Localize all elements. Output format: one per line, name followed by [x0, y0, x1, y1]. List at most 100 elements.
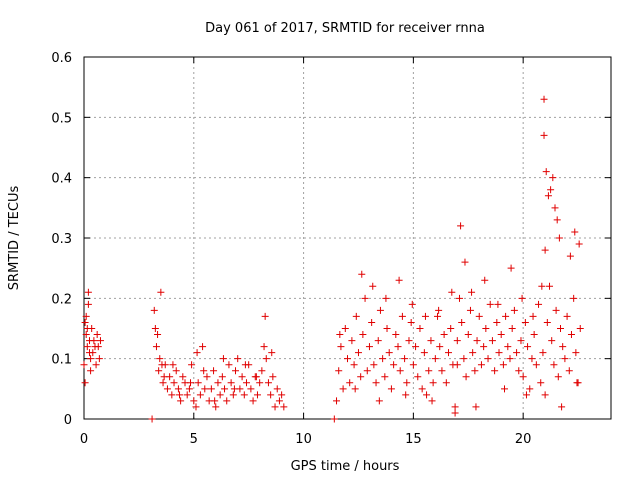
data-point [539, 349, 547, 357]
data-point [541, 391, 549, 399]
data-point [341, 325, 349, 332]
data-point [199, 343, 207, 351]
data-point [370, 361, 378, 369]
data-point [376, 306, 384, 314]
data-point [518, 294, 526, 302]
data-point [448, 288, 456, 296]
data-point [445, 349, 453, 357]
data-point [429, 379, 437, 387]
data-point [526, 385, 534, 393]
data-point [464, 331, 472, 339]
data-point [157, 288, 165, 296]
data-point [330, 415, 338, 423]
data-point [84, 288, 92, 296]
data-point [458, 318, 466, 326]
y-tick-label: 0.2 [51, 292, 72, 307]
data-point [572, 349, 580, 357]
data-point [482, 325, 490, 332]
data-point [170, 379, 178, 387]
data-point [363, 367, 371, 375]
data-point [460, 355, 468, 363]
data-point [530, 331, 538, 339]
data-point [571, 228, 579, 236]
data-point [150, 306, 158, 314]
data-point [258, 367, 266, 375]
data-point [179, 373, 187, 381]
y-tick-label: 0.4 [51, 172, 72, 187]
data-point [402, 391, 410, 399]
y-axis-title: SRMTID / TECUs [7, 186, 22, 291]
y-tick-label: 0.3 [51, 232, 72, 247]
data-point [461, 258, 469, 266]
data-point [472, 403, 480, 411]
data-point [475, 312, 483, 320]
data-point [532, 361, 540, 369]
data-point [200, 367, 208, 375]
data-point [540, 131, 548, 139]
data-point [210, 367, 218, 375]
data-point [87, 367, 95, 375]
data-point [453, 337, 461, 345]
data-point [357, 373, 365, 381]
data-point [369, 282, 377, 290]
data-point [477, 361, 485, 369]
data-point [379, 355, 387, 363]
data-point [83, 343, 91, 351]
data-point [185, 385, 193, 393]
data-point [544, 192, 552, 200]
data-point [176, 391, 184, 399]
data-point [554, 373, 562, 381]
data-point [207, 385, 215, 393]
data-point [401, 355, 409, 363]
data-point [519, 373, 527, 381]
data-point [354, 349, 362, 357]
data-point [425, 367, 433, 375]
data-point [333, 397, 341, 405]
data-point [280, 403, 288, 411]
data-point [409, 361, 417, 369]
data-point [346, 379, 354, 387]
data-point [90, 337, 98, 345]
data-point [240, 391, 248, 399]
data-point [565, 367, 573, 375]
data-point [339, 385, 347, 393]
data-point [211, 397, 219, 405]
data-point [506, 355, 514, 363]
data-point [563, 312, 571, 320]
data-point [484, 355, 492, 363]
data-point [192, 403, 200, 411]
data-point [336, 331, 344, 339]
data-point [396, 367, 404, 375]
data-point [361, 294, 369, 302]
data-point [253, 391, 261, 399]
data-point [493, 318, 501, 326]
data-point [242, 379, 250, 387]
data-point [80, 361, 88, 369]
data-point [172, 367, 180, 375]
data-point [471, 367, 479, 375]
data-point [264, 379, 272, 387]
data-point [521, 318, 529, 326]
y-tick-label: 0 [64, 413, 72, 428]
data-point [81, 318, 89, 326]
data-point [455, 294, 463, 302]
data-point [267, 391, 275, 399]
data-point [556, 325, 564, 332]
axis-ticks [83, 56, 611, 420]
data-point [529, 312, 537, 320]
data-point [538, 282, 546, 290]
data-point [177, 397, 185, 405]
data-point [570, 294, 578, 302]
data-point [83, 325, 91, 332]
data-point [524, 343, 532, 351]
data-point [434, 312, 442, 320]
data-point [515, 367, 523, 375]
data-point [256, 379, 264, 387]
grid-lines [84, 57, 611, 419]
data-point [447, 325, 455, 332]
data-point [555, 234, 563, 242]
data-point [435, 306, 443, 314]
data-point [473, 337, 481, 345]
data-point [261, 312, 269, 320]
